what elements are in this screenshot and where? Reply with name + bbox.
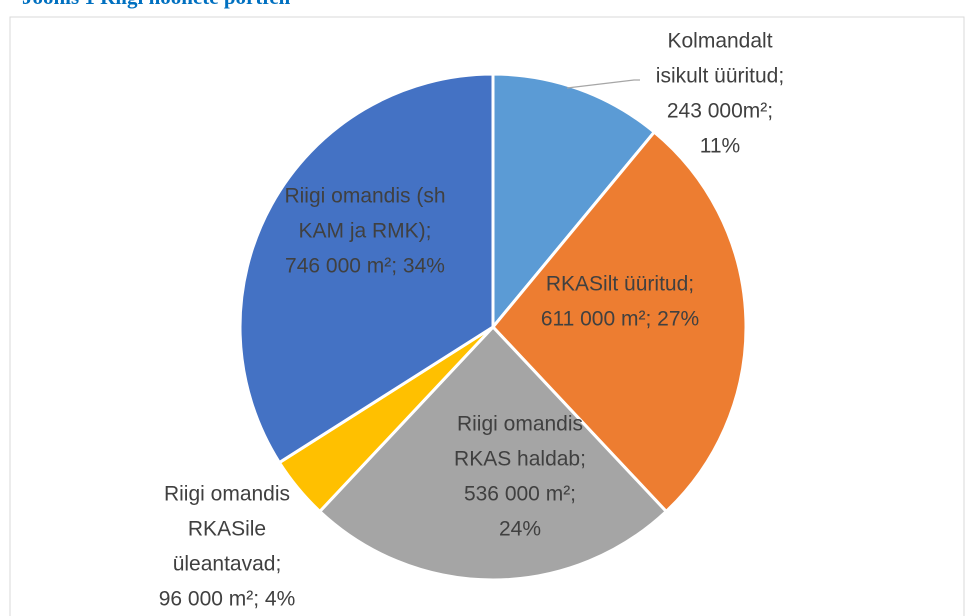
data-label: isikult üüritud; [656, 65, 784, 88]
data-label: 746 000 m²; 34% [285, 255, 445, 278]
pie-slice [317, 324, 669, 582]
data-label: Kolmandalt [667, 30, 772, 53]
data-label: Riigi omandis (sh [284, 185, 445, 208]
data-label: RKASile [188, 518, 266, 541]
data-label: RKASilt üüritud; [546, 273, 694, 296]
data-label: 611 000 m²; 27% [541, 308, 699, 331]
pie-slice [491, 72, 657, 332]
data-label: 243 000m²; [667, 100, 773, 123]
leader-line [566, 79, 640, 89]
data-label: KAM ja RMK); [298, 220, 431, 243]
data-label: 96 000 m²; 4% [159, 588, 296, 611]
data-label: RKAS haldab; [454, 448, 586, 471]
data-label: 24% [499, 518, 541, 541]
data-label: üleantavad; [173, 553, 282, 576]
data-label: Riigi omandis [164, 483, 290, 506]
data-label: Riigi omandis [457, 413, 583, 436]
pie-slice [238, 72, 495, 465]
chart-title: Joonis 1 Riigi hoonete portfell [22, 0, 290, 9]
data-label: 11% [700, 135, 740, 158]
pie-slice [491, 129, 748, 514]
data-label: 536 000 m²; [464, 483, 576, 506]
